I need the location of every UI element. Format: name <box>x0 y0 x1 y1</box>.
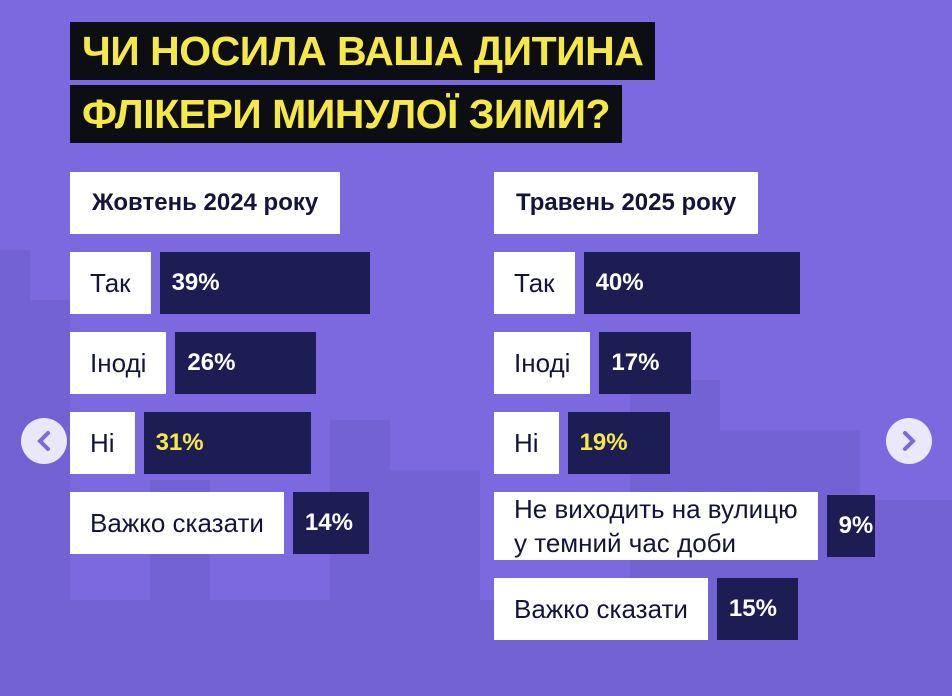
value-label: 14% <box>304 509 353 536</box>
bar: 19% <box>567 412 671 474</box>
bar-row: Ні 31% <box>70 412 370 474</box>
category-label: Важко сказати <box>70 492 284 554</box>
bar: 9% <box>826 495 876 557</box>
bar: 15% <box>716 578 798 640</box>
category-label: Важко сказати <box>494 578 708 640</box>
bar-row: Важко сказати 15% <box>494 578 875 640</box>
chart-title: Травень 2025 року <box>494 172 759 234</box>
chart-right: Травень 2025 року Так 40% Іноді 17% Ні 19% Не в… <box>494 172 876 640</box>
value-label: 15% <box>728 595 777 622</box>
chart-left: Жовтень 2024 року Так 39% Іноді 26% Ні 31% Важк… <box>70 172 371 554</box>
value-label: 39% <box>171 269 220 296</box>
bar: 40% <box>583 252 800 314</box>
category-label: Не виходить на вулицю у темний час доби <box>494 492 818 560</box>
bar: 26% <box>175 332 316 394</box>
bar-row: Ні 19% <box>494 412 875 474</box>
value-label: 31% <box>155 429 204 456</box>
category-label: Іноді <box>494 332 591 394</box>
bar-row: Так 40% <box>494 252 875 314</box>
category-label: Ні <box>70 412 135 474</box>
value-label: 19% <box>579 429 628 456</box>
chart-title: Жовтень 2024 року <box>70 172 341 234</box>
bar: 31% <box>143 412 311 474</box>
value-label: 26% <box>187 349 236 376</box>
bar-row: Іноді 17% <box>494 332 875 394</box>
value-label: 40% <box>595 269 644 296</box>
bar-row: Так 39% <box>70 252 371 314</box>
bar-row: Не виходить на вулицю у темний час доби 9… <box>494 492 876 560</box>
next-button[interactable] <box>886 418 932 464</box>
prev-button[interactable] <box>21 418 67 464</box>
category-label: Так <box>494 252 575 314</box>
category-label: Ні <box>494 412 559 474</box>
bar-row: Важко сказати 14% <box>70 492 370 554</box>
bar: 39% <box>159 252 371 314</box>
bar-row: Іноді 26% <box>70 332 370 394</box>
bar: 14% <box>292 492 369 554</box>
category-label: Іноді <box>70 332 167 394</box>
title: ЧИ НОСИЛА ВАША ДИТИНА ФЛІКЕРИ МИНУЛОЇ ЗИ… <box>70 20 656 146</box>
category-label: Так <box>70 252 151 314</box>
value-label: 9% <box>838 512 874 539</box>
title-text: ЧИ НОСИЛА ВАША ДИТИНА ФЛІКЕРИ МИНУЛОЇ ЗИ… <box>70 22 656 143</box>
bar: 17% <box>599 332 692 394</box>
value-label: 17% <box>611 349 660 376</box>
